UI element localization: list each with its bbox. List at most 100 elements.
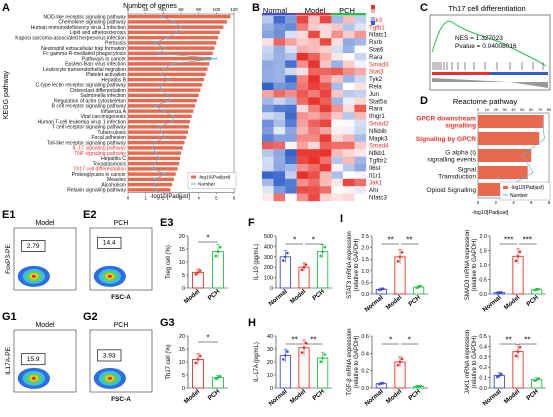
kegg-category-label: IL-17 signaling pathway [72,146,126,152]
heatmap-gene-label: Smad3 [369,61,389,68]
kegg-category-label: Epstein-Barr virus infection [65,62,126,68]
heatmap-cell [285,45,297,54]
th17-chart-category-label: Model [183,388,202,405]
gsea-enrichment-curve [431,20,547,67]
kegg-number-point [166,94,169,97]
kegg-category-label: Toxoplasmosis [93,161,127,167]
heatmap-cell [319,30,332,39]
il10-chart-y-tick-label: 300 [264,255,273,261]
heatmap-cell [342,164,355,172]
heatmap-cell [319,193,332,202]
kegg-bar [128,56,212,61]
kegg-bar [128,114,192,119]
heatmap-cell [262,38,274,46]
heatmap-cell [285,104,297,113]
heatmap-cell [262,60,274,68]
heatmap-cell [354,60,367,68]
gsea-nes: NES = 1.327023 [455,35,503,42]
kegg-number-point [160,73,163,76]
smad3-chart-y-tick-label: 0.5 [479,278,487,284]
tgfb-chart-y-tick-label: 0.6 [361,334,369,340]
kegg-top-tick-label: 0 [127,7,130,12]
heatmap-cell [354,178,367,187]
kegg-category-label: Neutrophil extracellular trap formation [41,46,126,52]
kegg-bar [128,140,185,145]
flow-g2-title: PCH [114,322,129,329]
heatmap-cell [308,156,320,165]
smad3-chart-y-tick-label: 0.0 [479,292,487,298]
il17a-chart-dot [319,360,322,363]
heatmap-cell [285,97,297,105]
il17a-chart-y-tick-label: 10 [267,373,273,379]
kegg-number-point [160,89,163,92]
tgfb-chart-y-tick-label: 0.0 [361,386,369,392]
kegg-bar [128,151,181,155]
tgfb-chart-category-label: Model [385,388,404,405]
il10-chart-y-label: IL-10 (pg/mL) [254,244,260,280]
kegg-bar [128,62,210,66]
heatmap-cell [296,178,309,187]
heatmap-cell [296,16,309,24]
flow-g1-gate-value: 15.9 [27,356,40,363]
heatmap-cell [331,45,344,54]
heatmap-group-bar-normal [262,13,297,16]
kegg-bar [128,41,217,45]
heatmap-cell [342,193,355,202]
heatmap-cell [308,104,320,113]
kegg-category-label: Influenza A [101,109,127,115]
heatmap-cell [342,127,355,135]
kegg-top-tick-label: 80 [196,7,202,12]
heatmap-cell [354,97,367,105]
kegg-number-point [153,104,156,107]
treg-chart-y-tick-label: 10 [179,260,185,266]
heatmap-cell [285,23,297,31]
heatmap-cell [273,97,286,105]
stat3-chart-category-label: Model [385,294,404,311]
panel-label-i: I [340,213,343,225]
heatmap-cell [354,75,367,83]
reactome-top-tick-label: 70 [538,108,542,112]
heatmap-cell [262,141,274,150]
kegg-number-point [153,41,156,44]
kegg-top-axis-label: Number of genes [123,3,177,10]
gsea-plot: Th17 cell differentiation NES = 1.327023… [429,4,551,91]
panel-label-e3: E3 [160,217,173,229]
heatmap-cell [354,134,367,142]
kegg-top-tick-label: 60 [178,7,184,12]
kegg-category-label: Leukocyte transendothelial migration [43,67,126,73]
kegg-x-tick-label: 0 [127,196,130,201]
kegg-number-point [160,15,163,18]
heatmap-gene-label: Il6st [369,165,381,172]
heatmap-cell [308,30,320,39]
heatmap-cell [331,193,344,202]
heatmap-cell [285,119,297,128]
kegg-bar [128,109,194,113]
gene-heatmap: Normal Model PCH Jak3Tgfb1Nfatc1RxrbStat… [262,5,389,202]
reactome-legend-box [499,181,551,201]
heatmap-cell [308,164,320,172]
kegg-category-label: Toll-like receptor signaling pathway [47,140,126,146]
heatmap-gene-label: Smad4 [369,143,389,150]
il17a-chart-y-label: IL-17A (pg/mL) [254,342,260,382]
kegg-category-label: Hepatitis B [101,77,126,83]
il10-chart-y-tick-label: 500 [264,234,273,240]
kegg-category-label: NOD-like receptor signaling pathway [43,14,126,20]
kegg-number-point [164,136,167,139]
heatmap-cell [273,149,286,157]
kegg-number-point [160,131,163,134]
heatmap-cell [285,127,297,135]
smad3-chart-dot [495,291,499,295]
reactome-category-label: Opioid Signalling [427,187,477,194]
stat3-chart-y-label: STAT3 mRNA expression [347,231,353,298]
heatmap-cell [319,141,332,150]
heatmap-cell [319,67,332,76]
heatmap-cell [262,186,274,194]
heatmap-cell [308,82,320,91]
heatmap-cell [296,119,309,128]
jak1-chart-y-label: (relative to GAPDH) [472,335,478,388]
heatmap-cell [308,75,320,83]
heatmap-group-pch: PCH [339,6,355,15]
flow-e2-gate [97,236,122,249]
treg-chart-dot [194,272,198,276]
heatmap-cell [296,171,309,179]
